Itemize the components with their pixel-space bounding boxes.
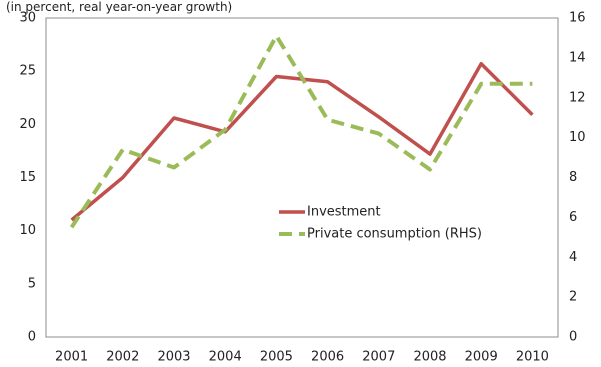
x-tick-label: 2010 <box>516 350 549 365</box>
chart-subtitle: (in percent, real year-on-year growth) <box>6 0 232 14</box>
right-tick-label: 0 <box>569 330 577 345</box>
left-tick-label: 0 <box>28 330 36 345</box>
left-tick-label: 25 <box>19 64 36 79</box>
left-tick-label: 5 <box>28 276 36 291</box>
left-y-axis: 0 5 10 15 20 25 30 <box>19 11 36 345</box>
x-tick-label: 2001 <box>55 350 88 365</box>
right-tick-label: 8 <box>569 170 577 185</box>
x-tick-label: 2006 <box>311 350 344 365</box>
right-tick-label: 6 <box>569 210 577 225</box>
x-tick-label: 2002 <box>106 350 139 365</box>
left-tick-label: 15 <box>19 170 36 185</box>
x-tick-label: 2008 <box>413 350 446 365</box>
right-tick-label: 16 <box>569 11 586 26</box>
legend: Investment Private consumption (RHS) <box>279 205 482 242</box>
left-tick-label: 10 <box>19 223 36 238</box>
right-tick-label: 4 <box>569 250 577 265</box>
x-tick-label: 2007 <box>362 350 395 365</box>
right-y-axis: 0 2 4 6 8 10 12 14 16 <box>569 11 586 345</box>
legend-label: Private consumption (RHS) <box>307 227 482 242</box>
legend-label: Investment <box>307 205 381 220</box>
x-tick-label: 2009 <box>465 350 498 365</box>
left-tick-label: 30 <box>19 11 36 26</box>
left-tick-label: 20 <box>19 117 36 132</box>
plot-area-border <box>45 17 559 338</box>
series-line-investment <box>70 61 534 222</box>
right-tick-label: 2 <box>569 290 577 305</box>
x-tick-label: 2003 <box>157 350 190 365</box>
series-layer <box>69 33 534 229</box>
right-tick-label: 10 <box>569 130 586 145</box>
x-tick-label: 2004 <box>209 350 242 365</box>
x-tick-label: 2005 <box>260 350 293 365</box>
right-tick-label: 14 <box>569 50 586 65</box>
series-line-private-consumption <box>69 33 533 229</box>
right-tick-label: 12 <box>569 90 586 105</box>
x-axis: 2001 2002 2003 2004 2005 2006 2007 2008 2009 2010 <box>55 350 549 365</box>
